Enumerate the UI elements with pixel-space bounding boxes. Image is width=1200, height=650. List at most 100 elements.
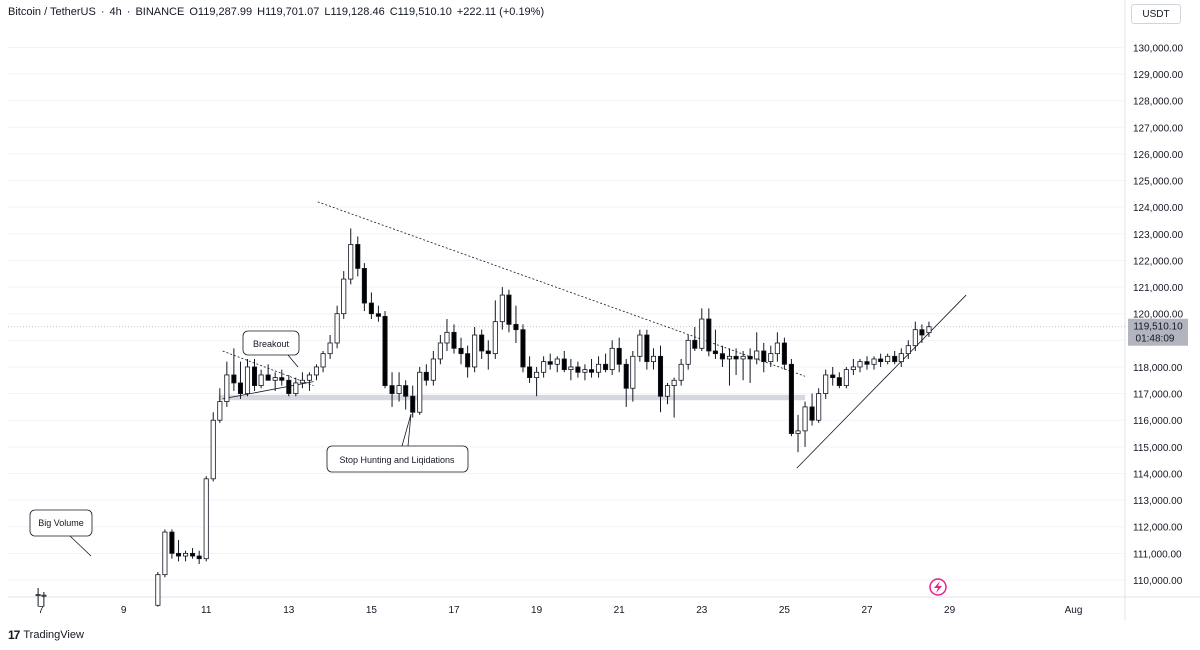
candle-body (479, 334, 485, 352)
candle-body (437, 342, 443, 360)
candle-body (155, 574, 161, 606)
candle (919, 324, 925, 343)
candle-body (341, 278, 347, 315)
candle-body (892, 355, 898, 363)
candle-body (327, 342, 333, 355)
candle-body (630, 355, 636, 389)
symbol-name[interactable]: Bitcoin / TetherUS (8, 6, 96, 18)
x-tick-label: 25 (779, 605, 791, 616)
y-tick-label: 110,000.00 (1133, 576, 1183, 587)
candle (596, 356, 602, 378)
lightning-icon[interactable] (929, 578, 947, 596)
candle (341, 271, 347, 320)
candle (299, 372, 305, 389)
callout-big-volume-text: Big Volume (38, 518, 84, 528)
candle (623, 358, 629, 407)
candle-body (306, 374, 312, 381)
candle-body (217, 401, 223, 421)
candle (237, 361, 244, 399)
candle-body (355, 244, 361, 269)
interval[interactable]: 4h (109, 6, 122, 18)
currency-selector[interactable]: USDT (1131, 4, 1181, 24)
candle (485, 340, 491, 370)
candle (706, 308, 712, 357)
candle (306, 372, 312, 391)
candle (609, 340, 615, 375)
time-axis[interactable]: 7 9 11 13 15 17 19 21 23 25 27 29 Aug (38, 605, 1082, 616)
candle-body (403, 385, 409, 397)
candle-body (864, 361, 870, 365)
candle-body (740, 355, 746, 360)
candle-body (203, 478, 209, 560)
ohlc-open: O119,287.99 (189, 6, 253, 18)
candle (926, 321, 932, 337)
candle (155, 572, 161, 607)
candle-body (568, 366, 574, 371)
candle (878, 353, 884, 367)
candle (795, 414, 801, 453)
callout-stop-hunting-text: Stop Hunting and Liqidations (339, 455, 455, 465)
price-axis[interactable]: 110,000.00 111,000.00 112,000.00 113,000.00… (1133, 43, 1183, 587)
candle-body (747, 355, 753, 360)
candle (637, 329, 643, 362)
candle-body (382, 315, 388, 387)
y-tick-label: 120,000.00 (1133, 310, 1183, 321)
candle (568, 358, 574, 381)
candle (334, 305, 340, 349)
candle (603, 353, 609, 373)
candle (781, 337, 787, 370)
symbol-header: Bitcoin / TetherUS · 4h · BINANCE O119,287.99… (8, 6, 549, 18)
candle (224, 361, 230, 407)
candle (251, 358, 258, 391)
candle-body (251, 366, 258, 387)
candle (726, 348, 733, 386)
candle-body (313, 366, 320, 376)
candle-body (754, 350, 760, 360)
callout-stop-hunting: Stop Hunting and Liqidations (326, 413, 469, 473)
candle (203, 476, 209, 562)
candle-body (534, 371, 540, 379)
candle-body (554, 358, 560, 365)
ohlc-change: +222.11 (+0.19%) (456, 6, 545, 18)
candle (265, 364, 271, 381)
candle (816, 388, 822, 423)
candle-body (299, 379, 305, 384)
ohlc-low: L119,128.46 (324, 6, 385, 18)
candle-body (650, 355, 657, 363)
candle (657, 345, 664, 413)
tradingview-brand[interactable]: 17 TradingView (8, 628, 84, 642)
candle-body (637, 334, 643, 357)
candle-body (423, 371, 429, 381)
last-price-tag: 119,510.10 01:48:09 (1128, 318, 1188, 346)
candle (451, 324, 457, 354)
x-tick-label: 13 (283, 605, 295, 616)
candle-body (162, 531, 168, 576)
candle-body (389, 385, 395, 394)
callout-breakout: Breakout (242, 330, 300, 368)
x-tick-label: 7 (38, 605, 44, 616)
y-tick-label: 121,000.00 (1133, 283, 1183, 294)
candle (912, 321, 918, 351)
candle (217, 388, 223, 423)
candle (547, 353, 553, 370)
candle-body (692, 339, 698, 349)
candle-body (616, 347, 622, 365)
x-tick-label: 23 (696, 605, 708, 616)
candle (588, 358, 595, 378)
candle-body (699, 318, 705, 349)
candle (761, 342, 767, 373)
y-tick-label: 126,000.00 (1133, 150, 1183, 161)
candle-body (451, 331, 457, 349)
ohlc-high: H119,701.07 (257, 6, 320, 18)
candle-body (320, 353, 326, 368)
tradingview-logo-icon: 17 (8, 628, 20, 642)
candle-body (41, 594, 47, 597)
flag-lower-line (222, 381, 314, 400)
x-tick-label: 29 (944, 605, 956, 616)
x-tick-label: 9 (121, 605, 127, 616)
candle (382, 311, 388, 389)
candle (561, 350, 567, 373)
candle (830, 366, 836, 386)
candle (492, 300, 498, 359)
